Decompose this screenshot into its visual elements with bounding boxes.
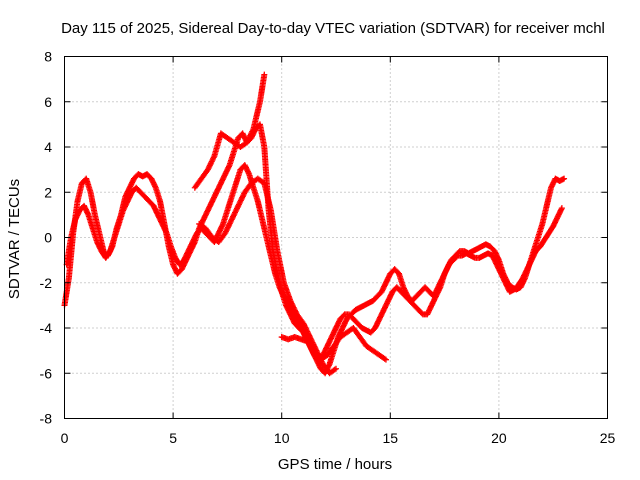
- y-tick-labels: -8 -6 -4 -2 0 2 4 6 8: [40, 49, 53, 427]
- data-point: [331, 366, 338, 373]
- x-axis-title: GPS time / hours: [278, 456, 392, 473]
- y-tick-label: -4: [40, 320, 53, 336]
- data-point: [558, 205, 565, 212]
- data-series-1: [63, 162, 565, 363]
- data-series-2: [191, 71, 268, 191]
- data-series: [61, 71, 568, 377]
- x-tick-labels: 0 5 10 15 20 25: [61, 430, 616, 446]
- y-tick-label: 4: [44, 139, 52, 155]
- x-tick-label: 5: [169, 430, 177, 446]
- chart-title: Day 115 of 2025, Sidereal Day-to-day VTE…: [61, 20, 605, 37]
- y-tick-label: -6: [40, 365, 53, 381]
- data-point: [333, 365, 339, 372]
- plot-area: [64, 56, 608, 419]
- y-tick-label: 2: [44, 184, 52, 200]
- data-series-3: [196, 175, 339, 377]
- y-tick-label: -8: [40, 411, 53, 427]
- y-tick-label: 0: [44, 230, 52, 246]
- data-point: [381, 355, 388, 362]
- x-tick-label: 10: [274, 430, 290, 446]
- y-tick-label: 8: [44, 49, 52, 65]
- x-tick-label: 0: [61, 430, 69, 446]
- data-point: [561, 175, 568, 182]
- x-tick-label: 20: [491, 430, 507, 446]
- data-point: [261, 71, 268, 78]
- x-tick-label: 15: [383, 430, 399, 446]
- x-tick-label: 25: [600, 430, 616, 446]
- y-tick-label: -2: [40, 275, 53, 291]
- data-point: [382, 356, 389, 363]
- data-series-0: [61, 121, 568, 377]
- y-tick-label: 6: [44, 94, 52, 110]
- y-axis-title: SDTVAR / TECUs: [6, 179, 23, 299]
- tick-marks: [64, 56, 608, 419]
- data-series-4: [278, 325, 389, 363]
- grid-lines: [64, 56, 608, 419]
